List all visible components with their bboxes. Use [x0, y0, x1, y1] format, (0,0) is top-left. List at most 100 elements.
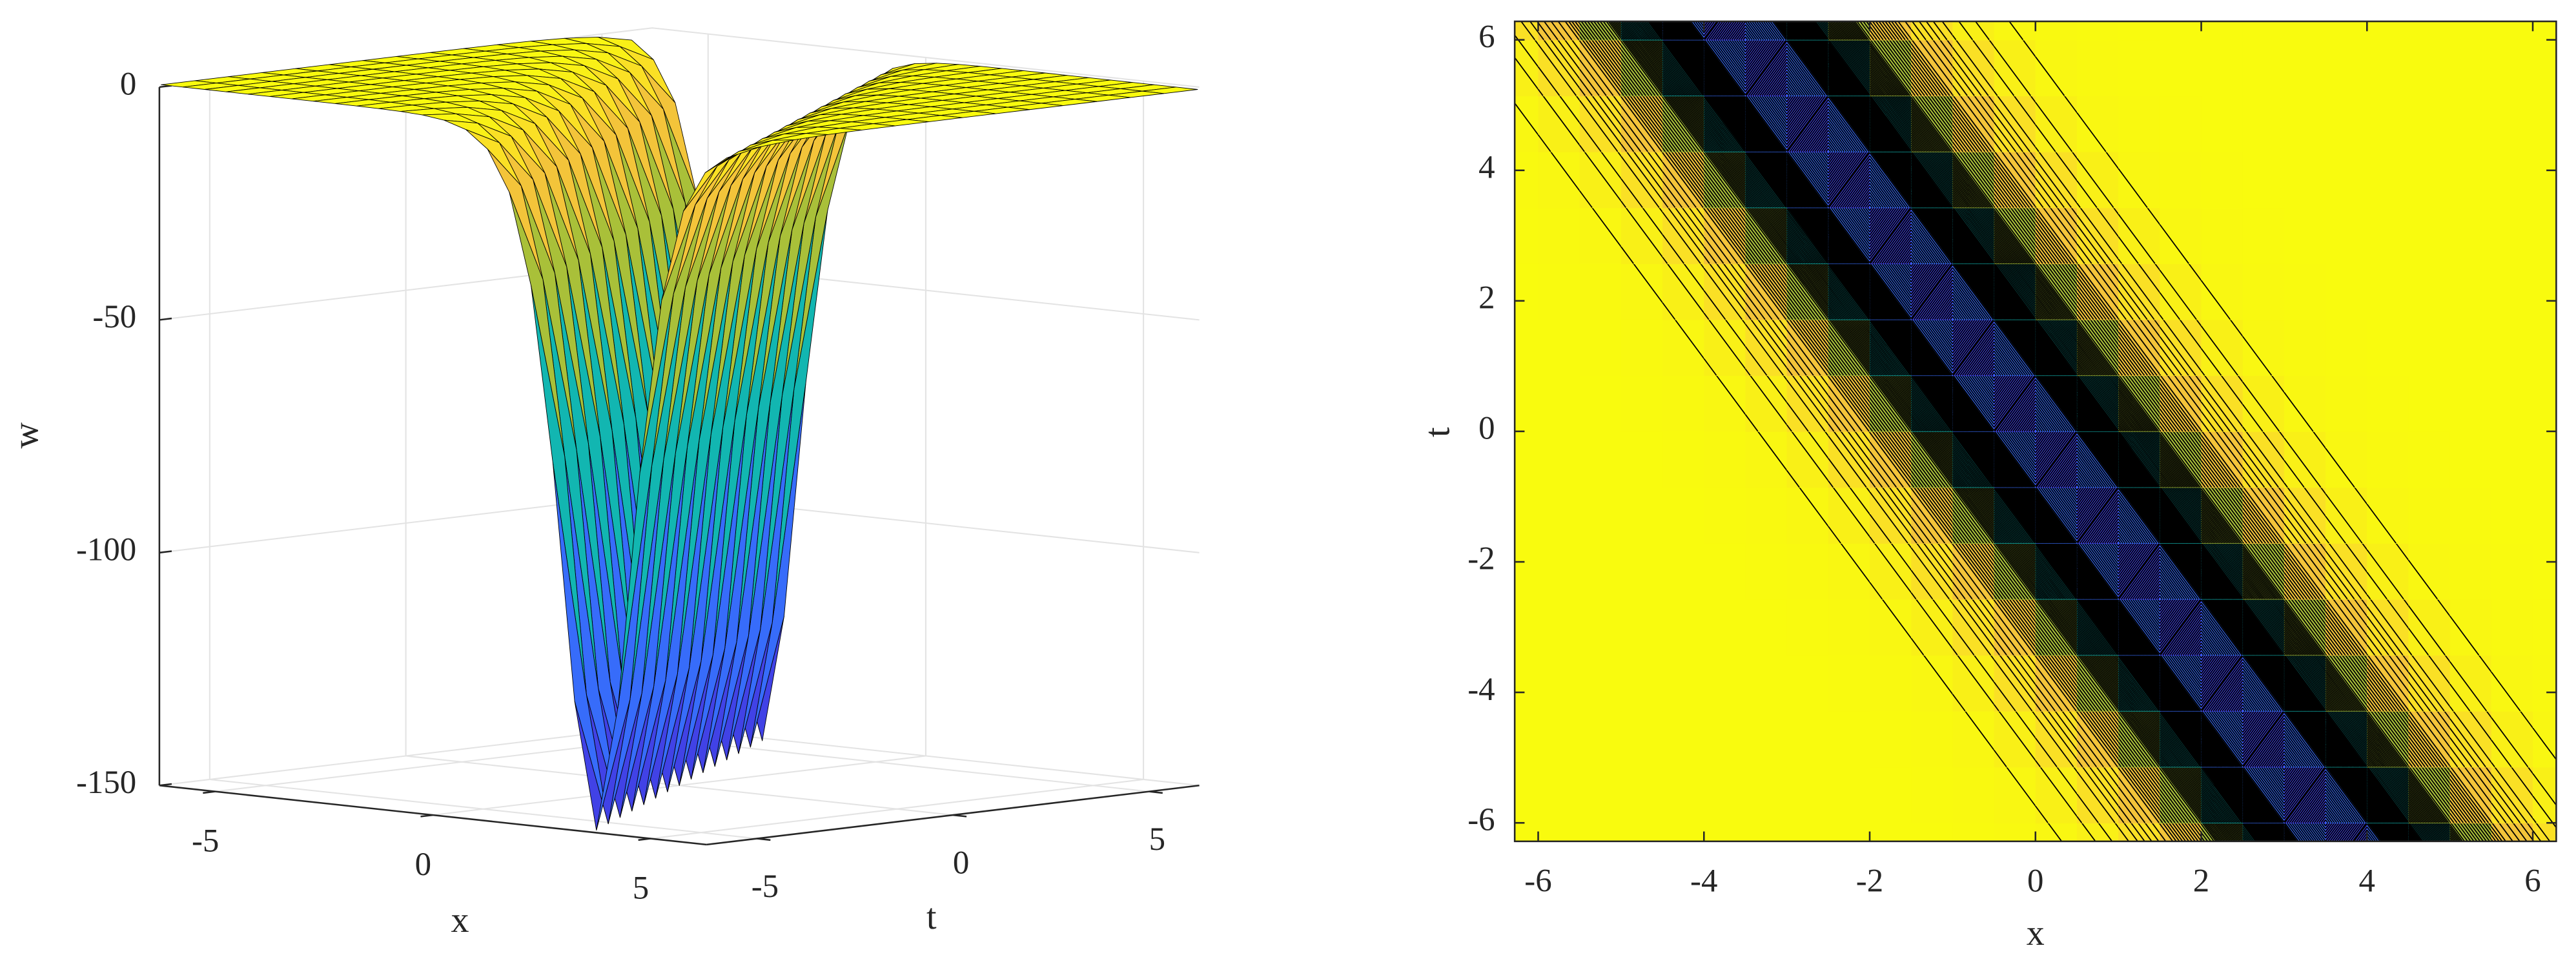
contour-line — [1515, 102, 1539, 136]
contour-line — [2006, 767, 2036, 807]
contour-fill — [2035, 767, 2078, 823]
contour-fill — [1786, 487, 1829, 544]
contour-fill — [2367, 319, 2409, 376]
contour-line — [1744, 375, 1788, 432]
contour-fill — [2367, 207, 2409, 264]
contour-fill — [1870, 823, 1912, 841]
contour-line — [2035, 767, 2078, 823]
contour-fill — [1579, 543, 1622, 600]
contour-fill — [2491, 711, 2533, 768]
contour-line — [2118, 375, 2161, 432]
contour-fill — [2035, 21, 2078, 41]
contour-line — [2325, 487, 2368, 544]
y-tick — [757, 838, 771, 841]
contour-fill — [2326, 96, 2368, 152]
contour-line — [1703, 151, 1746, 209]
contour-line — [2076, 710, 2119, 768]
contour-line — [1786, 263, 1829, 320]
contour-line — [2118, 542, 2161, 600]
y-tick-label: 0 — [1478, 411, 1495, 447]
contour-fill — [2326, 431, 2368, 488]
contour-fill — [2491, 375, 2533, 432]
contour-fill — [1515, 375, 1539, 432]
contour-fill — [1620, 431, 1663, 488]
contour-line — [1715, 375, 1746, 415]
contour-fill — [1579, 375, 1622, 432]
contour-fill — [2160, 151, 2202, 209]
z-tick — [159, 317, 172, 321]
contour-line — [2200, 487, 2244, 544]
contour-fill — [1515, 711, 1539, 768]
contour-line — [1744, 207, 1788, 264]
contour-fill — [2284, 96, 2326, 152]
contour-line — [2366, 504, 2397, 544]
contour-line — [1662, 151, 1704, 209]
contour-line — [2284, 767, 2326, 823]
contour-fill — [2491, 655, 2533, 712]
contour-fill — [1704, 487, 1746, 544]
contour-line — [2035, 599, 2078, 655]
contour-line — [1993, 319, 2036, 376]
contour-fill — [1662, 655, 1705, 712]
contour-fill — [1704, 599, 1746, 656]
contour-line — [1828, 487, 1870, 544]
y-tick-label: -6 — [1467, 802, 1495, 838]
contour-line — [1757, 431, 1788, 471]
contour-line — [2035, 542, 2078, 600]
y-axis-label: t — [926, 897, 937, 937]
contour-line — [1965, 710, 1995, 751]
y-axis-label: t — [1417, 427, 1457, 437]
contour-fill — [2449, 487, 2492, 544]
contour-line — [1633, 263, 1663, 304]
contour-line — [1952, 263, 1995, 320]
contour-fill — [2284, 207, 2326, 264]
contour-fill — [2284, 319, 2326, 376]
contour-fill — [2367, 21, 2409, 41]
contour-line — [1869, 319, 1912, 376]
x-axis-label: x — [2027, 913, 2045, 953]
contour-fill — [2160, 21, 2202, 41]
contour-fill — [1538, 21, 1580, 41]
contour-line — [2407, 767, 2451, 823]
contour-line — [1952, 151, 1995, 209]
contour-fill — [2076, 151, 2119, 209]
contour-fill — [1579, 151, 1622, 209]
contour-fill — [2533, 96, 2557, 152]
contour-line — [2035, 319, 2078, 376]
contour-fill — [1994, 21, 2036, 41]
z-tick-label: -50 — [92, 299, 136, 335]
contour-fill — [2408, 487, 2451, 544]
contour-fill — [1704, 319, 1746, 376]
contour-fill — [1515, 263, 1539, 320]
contour-fill — [1538, 487, 1580, 544]
contour-fill — [2242, 319, 2285, 376]
contour-fill — [2118, 21, 2161, 41]
contour-line — [2076, 112, 2107, 152]
contour-line — [1828, 21, 1870, 41]
contour-fill — [2118, 823, 2161, 841]
y-tick — [1149, 790, 1163, 794]
contour-line — [1993, 151, 2036, 209]
contour-fill — [1620, 767, 1663, 823]
contour-fill — [2408, 599, 2451, 656]
contour-fill — [2201, 151, 2244, 209]
contour-line — [2159, 710, 2202, 768]
contour-fill — [1620, 823, 1663, 841]
contour-fill — [1620, 487, 1663, 544]
contour-fill — [1870, 543, 1912, 600]
contour-line — [1952, 654, 1995, 712]
contour-fill — [2284, 431, 2326, 488]
contour-fill — [2201, 39, 2244, 97]
y-tick — [952, 814, 967, 818]
contour-line — [1786, 207, 1829, 264]
contour-line — [2076, 654, 2119, 712]
contour-fill — [1515, 599, 1539, 656]
contour-fill — [2449, 375, 2492, 432]
contour-fill — [2326, 487, 2368, 544]
contour-fill — [2118, 96, 2161, 152]
contour-line — [2242, 654, 2285, 712]
contour-fill — [1662, 599, 1705, 656]
contour-fill — [2201, 375, 2244, 432]
contour-fill — [1786, 599, 1829, 656]
contour-line — [2159, 431, 2202, 488]
